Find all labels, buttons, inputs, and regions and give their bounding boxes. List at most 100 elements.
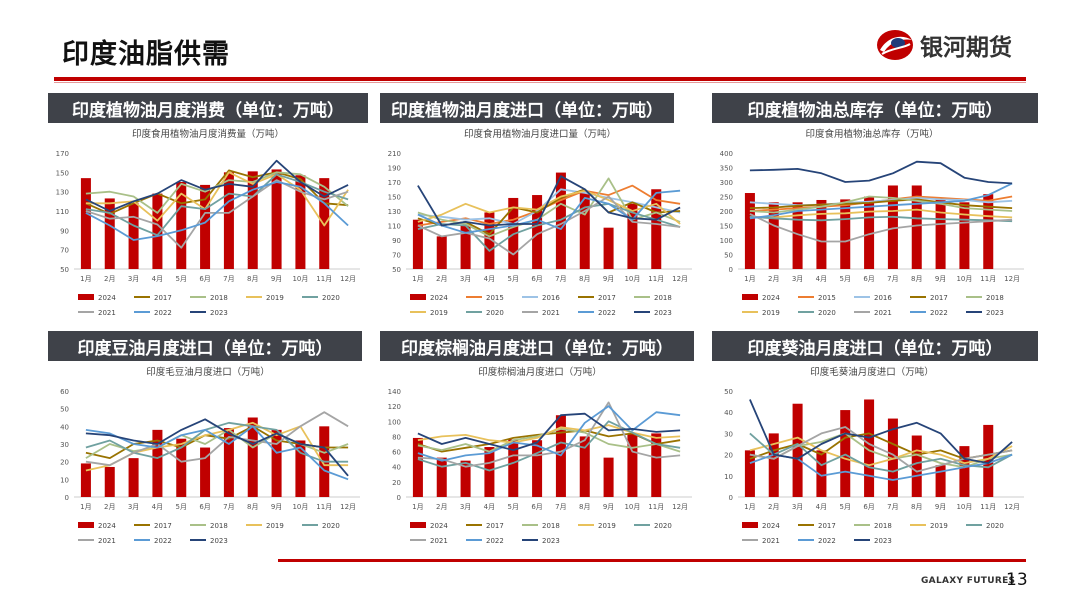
panel-vegoil-stocks: 印度植物油总库存（单位：万吨） 印度食用植物油总库存（万吨） 0 50 100 150 2… (712, 93, 1038, 325)
bar-2024 (271, 429, 282, 497)
x-tick-label: 9月 (935, 503, 946, 511)
title-divider (54, 77, 1026, 81)
y-tick-label: 150 (56, 169, 69, 177)
legend-label: 2016 (874, 294, 892, 302)
legend-label: 2017 (154, 522, 172, 530)
bar-2024 (80, 178, 91, 269)
panel-header: 印度豆油月度进口（单位：万吨） (48, 331, 362, 361)
legend-swatch-2024 (78, 522, 94, 528)
legend-label: 2021 (98, 537, 116, 545)
y-tick-label: 150 (388, 194, 401, 202)
chart-title: 印度食用植物油月度进口量（万吨） (464, 128, 616, 140)
title-divider-thin (54, 82, 1026, 83)
chart-title: 印度毛葵油月度进口（万吨） (810, 366, 934, 378)
panel-palmoil-imports: 印度棕榈油月度进口（单位：万吨） 印度棕榈油月度进口（万吨） 0 20 40 60 80 1… (380, 331, 700, 557)
bar-2024 (295, 440, 306, 497)
x-tick-label: 8月 (247, 503, 258, 511)
line-2023 (85, 418, 349, 477)
bar-2024 (223, 428, 234, 497)
chart-title: 印度食用植物油月度消费量（万吨） (132, 128, 284, 140)
line-2019 (417, 189, 681, 225)
line-2023 (85, 159, 349, 212)
line-2023 (749, 399, 1013, 464)
bar-2024 (104, 198, 115, 269)
x-tick-label: 9月 (603, 503, 614, 511)
legend-swatch-2024 (410, 522, 426, 528)
x-tick-label: 11月 (316, 503, 332, 511)
chart-title: 印度毛豆油月度进口（万吨） (146, 366, 270, 378)
bar-2024 (176, 182, 187, 269)
line-2023 (749, 160, 1013, 185)
panel-soyoil-imports: 印度豆油月度进口（单位：万吨） 印度毛豆油月度进口（万吨） 0 10 20 30 40 50… (48, 331, 368, 557)
y-tick-label: 200 (720, 208, 733, 216)
x-tick-label: 4月 (484, 503, 495, 511)
y-tick-label: 120 (388, 403, 401, 411)
y-tick-label: 110 (56, 208, 69, 216)
bar-2024 (200, 447, 211, 497)
legend-label: 2015 (486, 294, 504, 302)
legend-label: 2019 (266, 522, 284, 530)
legend-label: 2015 (818, 294, 836, 302)
y-tick-label: 80 (392, 433, 401, 441)
line-2020 (749, 432, 1013, 473)
x-tick-label: 6月 (199, 275, 210, 283)
x-tick-label: 11月 (980, 503, 996, 511)
x-tick-label: 11月 (316, 275, 332, 283)
bar-2024 (792, 202, 803, 269)
panel-header: 印度葵油月度进口（单位：万吨） (712, 331, 1038, 361)
line-2022 (417, 405, 681, 462)
x-tick-label: 12月 (1004, 275, 1020, 283)
bar-2024 (532, 440, 543, 497)
legend-label: 2024 (762, 294, 780, 302)
legend-label: 2017 (154, 294, 172, 302)
bar-2024 (223, 172, 234, 269)
galaxy-logo-icon (877, 30, 913, 60)
bar-2024 (128, 203, 139, 269)
y-tick-label: 210 (388, 150, 401, 158)
bar-2024 (651, 189, 662, 269)
y-tick-label: 170 (388, 179, 401, 187)
x-tick-label: 7月 (223, 503, 234, 511)
legend-swatch-2024 (410, 294, 426, 300)
x-tick-label: 7月 (887, 275, 898, 283)
x-tick-label: 12月 (340, 275, 356, 283)
bar-2024 (80, 463, 91, 497)
legend-label: 2019 (430, 309, 448, 317)
x-tick-label: 10月 (624, 503, 640, 511)
x-tick-label: 10月 (956, 275, 972, 283)
bar-2024 (603, 227, 614, 269)
bar-2024 (768, 433, 779, 497)
bar-2024 (508, 439, 519, 497)
legend-label: 2019 (598, 522, 616, 530)
x-tick-label: 4月 (484, 275, 495, 283)
legend-label: 2018 (542, 522, 560, 530)
x-tick-label: 3月 (460, 503, 471, 511)
bar-2024 (176, 438, 187, 497)
x-tick-label: 6月 (531, 275, 542, 283)
x-tick-label: 4月 (816, 275, 827, 283)
bar-2024 (911, 185, 922, 269)
x-tick-label: 12月 (672, 275, 688, 283)
x-tick-label: 5月 (840, 503, 851, 511)
x-tick-label: 4月 (152, 503, 163, 511)
bar-2024 (840, 410, 851, 497)
legend-label: 2023 (542, 537, 560, 545)
chart-vegoil-imports: 印度食用植物油月度进口量（万吨） 50 70 90 110 130 150 170 190 210… (388, 128, 692, 317)
legend-label: 2020 (986, 522, 1004, 530)
x-tick-label: 7月 (555, 275, 566, 283)
legend-label: 2024 (98, 522, 116, 530)
legend-label: 2021 (430, 537, 448, 545)
y-tick-label: 300 (720, 179, 733, 187)
x-tick-label: 3月 (792, 275, 803, 283)
bar-2024 (247, 171, 258, 269)
x-tick-label: 6月 (863, 503, 874, 511)
x-tick-label: 9月 (271, 503, 282, 511)
x-tick-label: 3月 (460, 275, 471, 283)
y-tick-label: 90 (60, 227, 69, 235)
bar-2024 (911, 435, 922, 497)
line-2018 (749, 195, 1013, 214)
legend-label: 2024 (762, 522, 780, 530)
legend-label: 2022 (154, 537, 172, 545)
bar-2024 (412, 437, 423, 497)
line-2017 (85, 425, 349, 459)
